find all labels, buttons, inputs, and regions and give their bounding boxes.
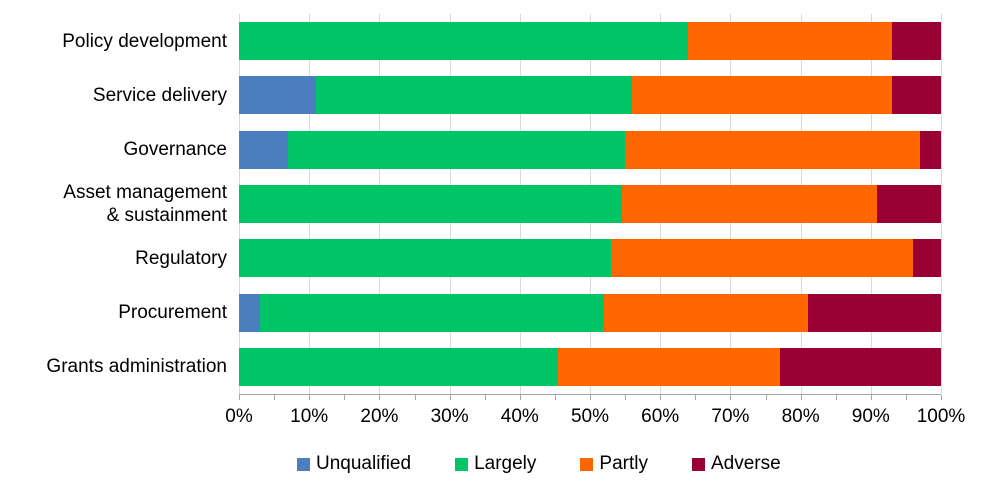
bar-track <box>239 347 941 386</box>
axis-tick <box>519 395 521 400</box>
gridline <box>941 14 942 394</box>
bar-track <box>239 293 941 332</box>
axis-tick <box>660 395 662 400</box>
x-tick-label: 80% <box>781 406 820 427</box>
bar-segment-adverse <box>912 239 941 278</box>
category-label: Governance <box>123 139 227 161</box>
bar-segment-adverse <box>891 76 941 115</box>
bar-segment-unqualified <box>239 130 289 169</box>
bar-row <box>239 177 941 231</box>
axis-tick <box>590 395 591 400</box>
x-tick-label: 30% <box>430 406 469 427</box>
legend: Unqualified Largely Partly Adverse <box>297 453 781 475</box>
legend-swatch-icon <box>455 457 469 471</box>
bar-row <box>239 231 941 285</box>
category-label: Regulatory <box>135 247 227 269</box>
bar-segment-partly <box>625 130 920 169</box>
axis-tick <box>274 395 276 400</box>
bar-segment-partly <box>688 22 892 61</box>
bar-segment-largely <box>288 130 626 169</box>
legend-label: Partly <box>599 453 648 474</box>
legend-swatch-icon <box>297 457 310 471</box>
bar-row <box>239 68 941 122</box>
bar-segment-largely <box>239 184 622 223</box>
bar-segment-largely <box>316 76 633 115</box>
x-tick-label: 0% <box>225 406 253 427</box>
bar-track <box>239 184 941 223</box>
bar-segment-adverse <box>891 22 941 61</box>
bar-segment-partly <box>621 184 878 223</box>
axis-tick <box>695 395 697 400</box>
legend-label: Largely <box>474 453 537 474</box>
plot-area <box>239 14 942 395</box>
legend-item-adverse: Adverse <box>691 453 781 475</box>
axis-tick <box>765 395 767 400</box>
legend-item-unqualified: Unqualified <box>297 453 411 475</box>
legend-swatch-icon <box>580 457 594 471</box>
x-tick-label: 70% <box>711 406 750 427</box>
legend-label: Unqualified <box>316 453 412 474</box>
axis-tick <box>379 395 381 400</box>
x-tick-label: 60% <box>641 406 680 427</box>
axis-tick <box>414 395 416 400</box>
axis-tick <box>835 395 837 400</box>
legend-item-partly: Partly <box>580 453 648 475</box>
axis-tick <box>905 395 907 400</box>
category-label: Procurement <box>118 302 227 324</box>
axis-tick <box>625 395 627 400</box>
legend-label: Adverse <box>710 453 781 474</box>
bar-track <box>239 76 941 115</box>
axis-tick <box>730 395 732 400</box>
category-label: Service delivery <box>92 84 227 106</box>
bar-segment-partly <box>611 239 913 278</box>
bar-segment-partly <box>632 76 892 115</box>
axis-tick <box>800 395 802 400</box>
x-tick-label: 40% <box>500 406 539 427</box>
bar-track <box>239 239 941 278</box>
category-label: Grants administration <box>46 356 227 378</box>
bar-row <box>239 285 941 339</box>
bar-segment-partly <box>604 293 808 332</box>
bar-segment-adverse <box>919 130 941 169</box>
axis-tick <box>484 395 486 400</box>
x-tick-label: 50% <box>570 406 610 427</box>
axis-tick <box>554 395 556 400</box>
axis-tick <box>344 395 346 400</box>
x-tick-label: 90% <box>851 406 890 427</box>
bar-row <box>239 123 941 177</box>
bar-segment-partly <box>558 347 780 386</box>
bar-segment-adverse <box>877 184 941 223</box>
axis-tick <box>870 395 872 400</box>
axis-tick <box>309 395 311 400</box>
legend-swatch-icon <box>691 457 705 471</box>
bar-segment-unqualified <box>239 76 317 115</box>
x-tick-label: 100% <box>916 406 966 427</box>
axis-tick <box>239 395 240 400</box>
bar-segment-unqualified <box>239 293 261 332</box>
axis-tick <box>941 395 942 400</box>
bar-segment-largely <box>239 347 559 386</box>
bar-segment-largely <box>239 239 612 278</box>
category-label: Policy development <box>62 30 227 52</box>
bar-segment-adverse <box>779 347 941 386</box>
axis-tick <box>449 395 451 400</box>
bar-row <box>239 14 941 68</box>
category-axis: Policy development Service delivery Govern… <box>0 14 227 394</box>
category-label: Asset management & sustainment <box>63 181 227 226</box>
bar-segment-adverse <box>807 293 941 332</box>
legend-item-largely: Largely <box>455 453 536 475</box>
bar-row <box>239 340 941 394</box>
x-tick-label: 20% <box>360 406 399 427</box>
bar-segment-largely <box>239 22 689 61</box>
bar-track <box>239 22 941 61</box>
x-tick-label: 10% <box>290 406 329 427</box>
bar-segment-largely <box>260 293 605 332</box>
bar-track <box>239 130 941 169</box>
